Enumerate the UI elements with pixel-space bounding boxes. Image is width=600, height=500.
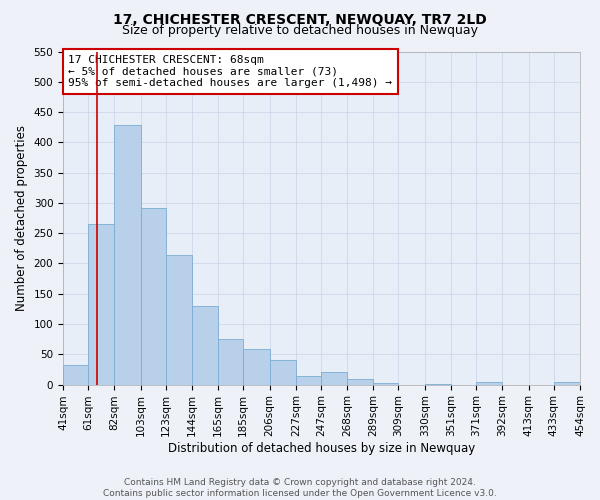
Text: 17, CHICHESTER CRESCENT, NEWQUAY, TR7 2LD: 17, CHICHESTER CRESCENT, NEWQUAY, TR7 2L… [113, 12, 487, 26]
Bar [269, 360, 296, 384]
X-axis label: Distribution of detached houses by size in Newquay: Distribution of detached houses by size … [168, 442, 475, 455]
Y-axis label: Number of detached properties: Number of detached properties [15, 125, 28, 311]
Bar [347, 378, 373, 384]
Bar [88, 224, 115, 384]
Bar [192, 306, 218, 384]
Bar [166, 255, 192, 384]
Text: 17 CHICHESTER CRESCENT: 68sqm
← 5% of detached houses are smaller (73)
95% of se: 17 CHICHESTER CRESCENT: 68sqm ← 5% of de… [68, 55, 392, 88]
Text: Size of property relative to detached houses in Newquay: Size of property relative to detached ho… [122, 24, 478, 37]
Bar [296, 376, 321, 384]
Bar [243, 349, 269, 384]
Bar [321, 372, 347, 384]
Bar [476, 382, 502, 384]
Text: Contains HM Land Registry data © Crown copyright and database right 2024.
Contai: Contains HM Land Registry data © Crown c… [103, 478, 497, 498]
Bar [115, 126, 140, 384]
Bar [140, 208, 166, 384]
Bar [63, 365, 88, 384]
Bar [554, 382, 580, 384]
Bar [218, 338, 243, 384]
